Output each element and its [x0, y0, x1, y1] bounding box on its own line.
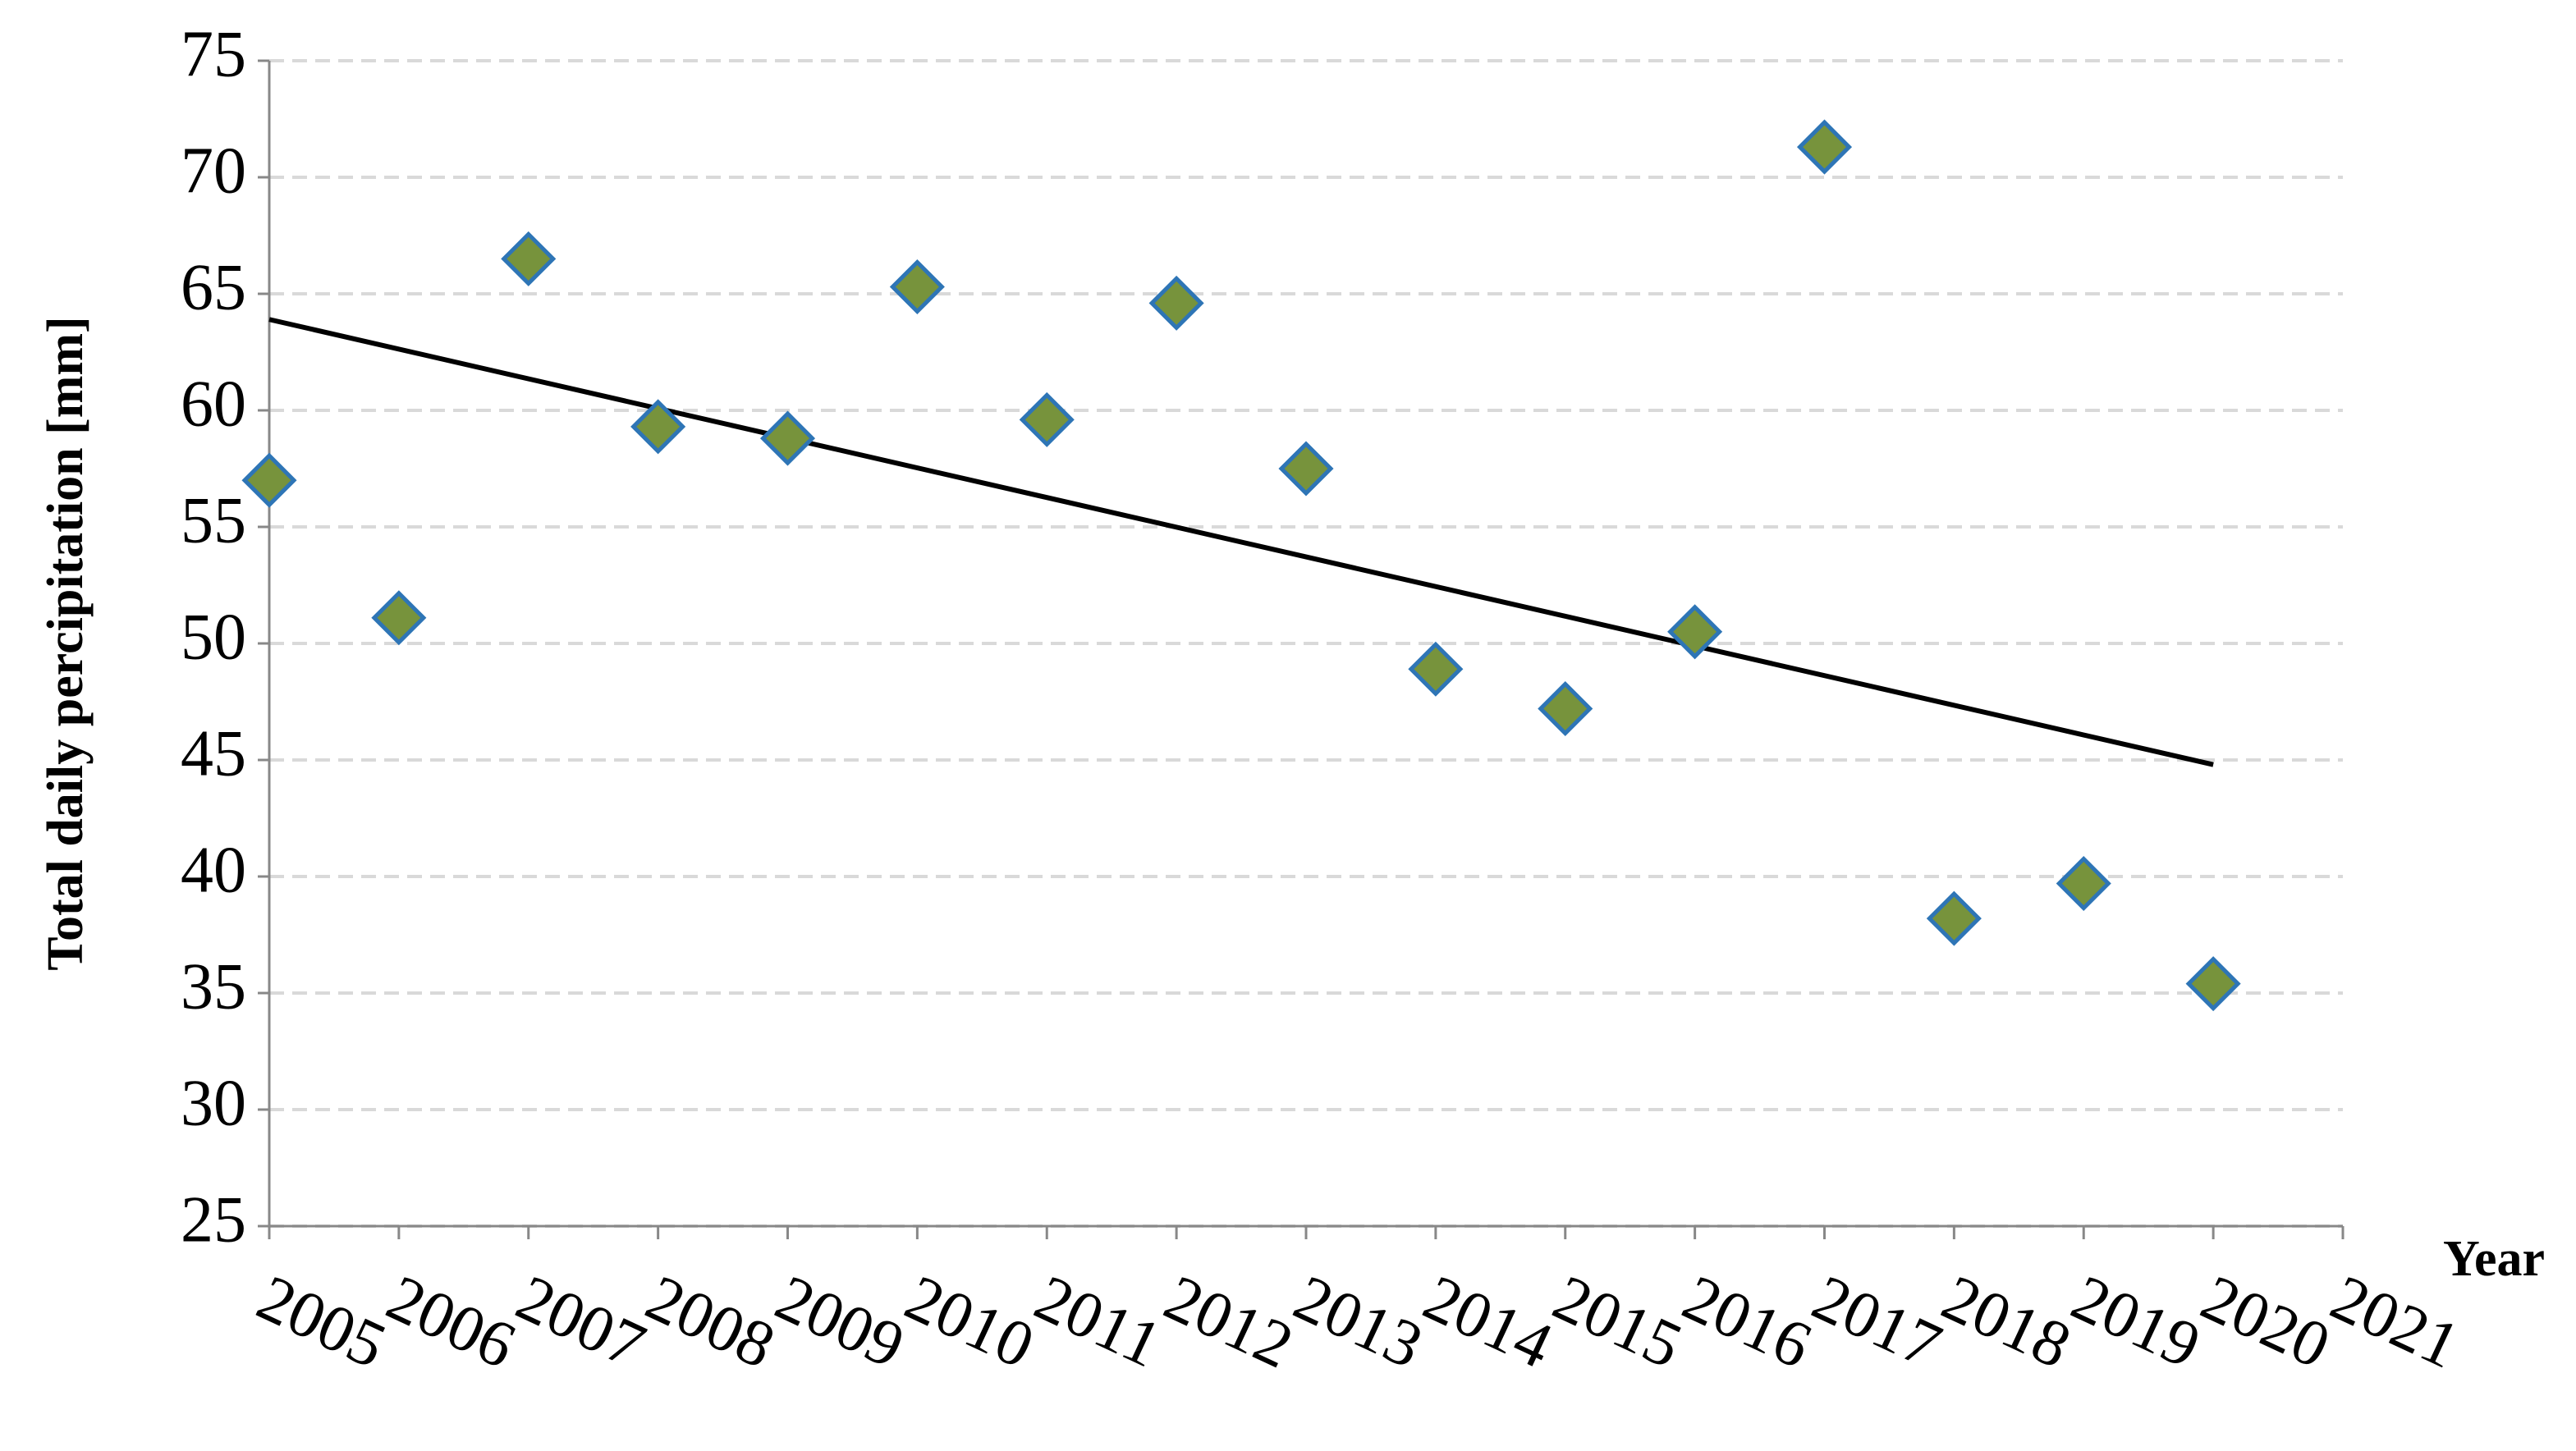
data-point [1278, 441, 1334, 497]
data-point [759, 410, 816, 466]
y-tick-label: 35 [181, 950, 246, 1023]
x-tick-label: 2011 [1024, 1261, 1172, 1381]
x-tick-label: 2015 [1542, 1261, 1692, 1382]
x-tick-label: 2005 [247, 1261, 396, 1382]
x-tick-label: 2014 [1414, 1261, 1563, 1382]
x-tick-label: 2009 [765, 1261, 914, 1382]
y-tick-label: 40 [181, 834, 246, 906]
trend-line [268, 317, 2214, 767]
x-tick-label: 2010 [895, 1261, 1044, 1382]
y-tick-label: 75 [181, 18, 246, 90]
data-point [1148, 275, 1204, 331]
data-point [2185, 956, 2241, 1012]
y-tick-label: 70 [181, 135, 246, 207]
y-tick-label: 30 [181, 1067, 246, 1139]
data-point [371, 590, 427, 646]
data-point [889, 259, 945, 315]
data-point [1796, 119, 1853, 175]
data-point [2056, 855, 2111, 912]
data-point [1926, 890, 1982, 946]
y-axis-title: Total daily percipitation [mm] [38, 316, 94, 970]
x-tick-label: 2012 [1154, 1261, 1304, 1382]
y-tick-label: 65 [181, 251, 246, 323]
y-tick-label: 50 [181, 601, 246, 673]
x-tick-label: 2008 [635, 1261, 785, 1382]
y-tick-label: 25 [181, 1183, 246, 1256]
y-tick-label: 45 [181, 717, 246, 790]
data-point [630, 399, 686, 455]
x-tick-label: 2019 [2061, 1261, 2211, 1382]
data-point [1667, 604, 1723, 660]
y-tick-label: 55 [181, 484, 246, 556]
x-tick-label: 2013 [1284, 1261, 1433, 1382]
x-tick-label: 2016 [1672, 1261, 1822, 1382]
data-point [241, 452, 297, 508]
x-tick-label: 2017 [1802, 1261, 1951, 1382]
x-axis-title: Year [2443, 1231, 2545, 1287]
y-tick-label: 60 [181, 368, 246, 440]
data-point [1408, 641, 1464, 697]
x-tick-label: 2006 [377, 1261, 526, 1382]
x-tick-label: 2020 [2191, 1261, 2340, 1382]
data-point [1538, 680, 1593, 737]
x-tick-label: 2007 [506, 1261, 655, 1382]
data-point [1019, 391, 1075, 447]
data-point [501, 231, 557, 286]
x-tick-label: 2018 [1932, 1261, 2081, 1382]
